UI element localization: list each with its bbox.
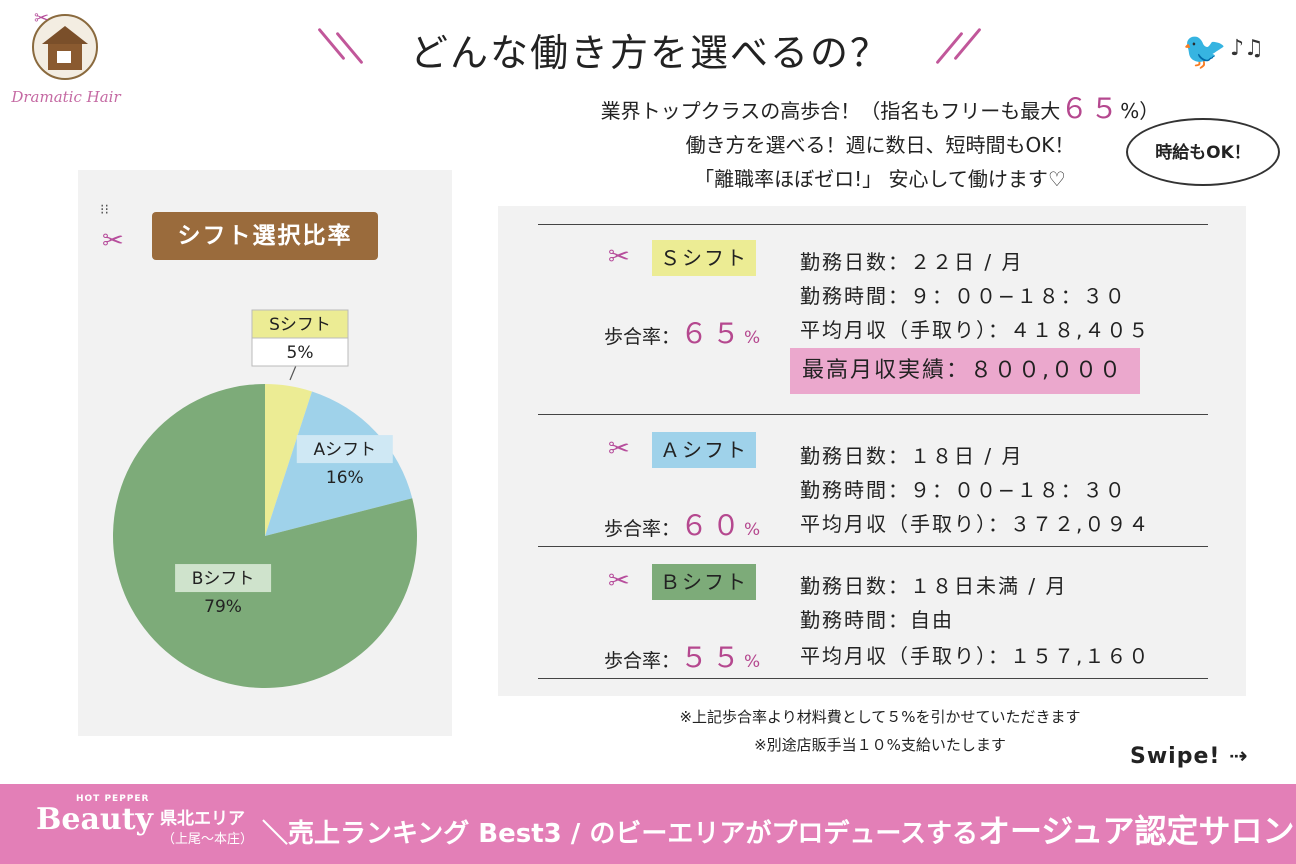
house-roof-icon	[42, 26, 88, 44]
logo-text: Dramatic Hair	[11, 88, 121, 106]
b-shift-days: 勤務日数：１８日未満 / 月	[800, 574, 1068, 598]
speech-bubble: 時給もOK！	[1126, 118, 1280, 186]
scissors-icon: ✂	[34, 8, 50, 29]
page-title: どんな働き方を選べるの？	[409, 31, 890, 75]
swipe-arrow-icon: ⇢	[1229, 744, 1249, 769]
intro-line-1: 業界トップクラスの高歩合！（指名もフリーも最大６５%）	[560, 92, 1200, 128]
a-shift-slice	[265, 391, 413, 536]
a-shift-hours: 勤務時間：９：００−１８：３０	[800, 478, 1127, 502]
scissors-icon: ✂	[608, 434, 630, 464]
scissors-icon: ✂	[102, 226, 124, 256]
b-shift-hours: 勤務時間：自由	[800, 608, 954, 632]
s-shift-tag: Ｓシフト	[652, 240, 756, 276]
s-shift-value-label: 5%	[287, 343, 314, 363]
b-shift-income: 平均月収（手取り）：１５７,１６０	[800, 644, 1151, 668]
rate-value: ５５	[680, 641, 745, 674]
s-shift-best-income: 最高月収実績：８００,０００	[790, 348, 1140, 394]
swipe-text: Swipe!	[1130, 744, 1221, 769]
a-shift-label: Aシフト 16%	[296, 435, 393, 488]
intro-max-percent: ６５	[1060, 92, 1121, 125]
title-area: どんな働き方を選べるの？	[300, 18, 1000, 78]
bird-icon: 🐦	[1182, 31, 1227, 72]
slogan-part-a: ＼売上ランキング Best3 / のビーエリアがプロデュースする	[262, 819, 979, 849]
swipe-hint[interactable]: Swipe! ⇢	[1130, 744, 1249, 769]
b-shift-category-label: Bシフト	[192, 569, 255, 589]
footer-banner: HOT PEPPER Beauty 県北エリア （上尾〜本庄） ＼売上ランキング…	[0, 784, 1296, 864]
footer-slogan: ＼売上ランキング Best3 / のビーエリアがプロデュースするオージュア認定サ…	[262, 806, 1296, 852]
rate-unit: %	[744, 520, 761, 540]
b-shift-tag: Ｂシフト	[652, 564, 756, 600]
divider	[538, 224, 1208, 225]
music-notes-icon: ♪♫	[1230, 36, 1264, 61]
a-shift-days: 勤務日数：１８日 / 月	[800, 444, 1024, 468]
b-shift-rate: 歩合率：５５%	[604, 636, 760, 676]
s-shift-label: Sシフト 5%	[251, 309, 349, 367]
rate-value: ６５	[680, 317, 745, 350]
area-label: 県北エリア	[160, 809, 245, 829]
sparkle-icon: ⁝⁝	[100, 202, 109, 218]
intro-text: 業界トップクラスの高歩合！（指名もフリーも最大６５%） 働き方を選べる！週に数日…	[560, 92, 1200, 196]
s-shift-rate: 歩合率：６５%	[604, 312, 760, 352]
scissors-icon: ✂	[608, 566, 630, 596]
rate-unit: %	[744, 652, 761, 672]
a-shift-income: 平均月収（手取り）：３７２,０９４	[800, 512, 1151, 536]
a-shift-rate: 歩合率：６０%	[604, 504, 760, 544]
intro-line-1-end: %）	[1120, 99, 1160, 123]
b-shift-label: Bシフト 79%	[175, 564, 272, 617]
divider	[538, 678, 1208, 679]
a-shift-value-label: 16%	[326, 468, 364, 488]
s-shift-income: 平均月収（手取り）：４１８,４０５	[800, 318, 1151, 342]
s-shift-slice	[265, 384, 312, 536]
panel-title: シフト選択比率	[152, 212, 378, 260]
s-shift-category-label: Sシフト	[269, 315, 331, 335]
hotpepper-label: HOT PEPPER	[76, 794, 150, 804]
deco-line-right-2	[953, 27, 982, 61]
s-shift-days: 勤務日数：２２日 / 月	[800, 250, 1024, 274]
b-shift-value-label: 79%	[204, 597, 242, 617]
beauty-logo: Beauty	[36, 802, 153, 837]
deco-line-right-1	[935, 31, 964, 65]
salon-logo: ✂ Dramatic Hair	[10, 8, 122, 112]
rate-unit: %	[744, 328, 761, 348]
intro-line-1-text: 業界トップクラスの高歩合！（指名もフリーも最大	[600, 99, 1061, 123]
a-shift-tag: Ａシフト	[652, 432, 756, 468]
shift-ratio-panel: ⁝⁝ ✂ シフト選択比率 Sシフト 5% Aシフト 16% Bシフト 79%	[78, 170, 452, 736]
intro-line-2: 働き方を選べる！週に数日、短時間もOK！	[685, 133, 1075, 157]
a-shift-category-label: Aシフト	[313, 440, 376, 460]
footnote-1: ※上記歩合率より材料費として５%を引かせていただきます	[679, 708, 1081, 726]
footnote-2: ※別途店販手当１０%支給いたします	[754, 736, 1006, 754]
intro-line-3: 「離職率ほぼゼロ!」 安心して働けます♡	[694, 167, 1066, 191]
s-shift-hours: 勤務時間：９：００−１８：３０	[800, 284, 1127, 308]
scissors-icon: ✂	[608, 242, 630, 272]
rate-label: 歩合率：	[604, 518, 681, 540]
pie-chart: Sシフト 5% Aシフト 16% Bシフト 79%	[113, 309, 418, 688]
shift-details-panel: ✂ Ｓシフト 歩合率：６５% 勤務日数：２２日 / 月 勤務時間：９：００−１８…	[498, 206, 1246, 696]
rate-value: ６０	[680, 509, 745, 542]
area-sub-label: （上尾〜本庄）	[162, 832, 254, 847]
rate-label: 歩合率：	[604, 326, 681, 348]
deco-line-left-1	[317, 27, 346, 61]
deco-line-left-2	[335, 31, 364, 65]
divider	[538, 414, 1208, 415]
rate-label: 歩合率：	[604, 650, 681, 672]
b-shift-slice	[113, 384, 418, 688]
slogan-part-b: オージュア認定サロン！	[978, 812, 1296, 850]
house-window-icon	[57, 51, 71, 63]
divider	[538, 546, 1208, 547]
